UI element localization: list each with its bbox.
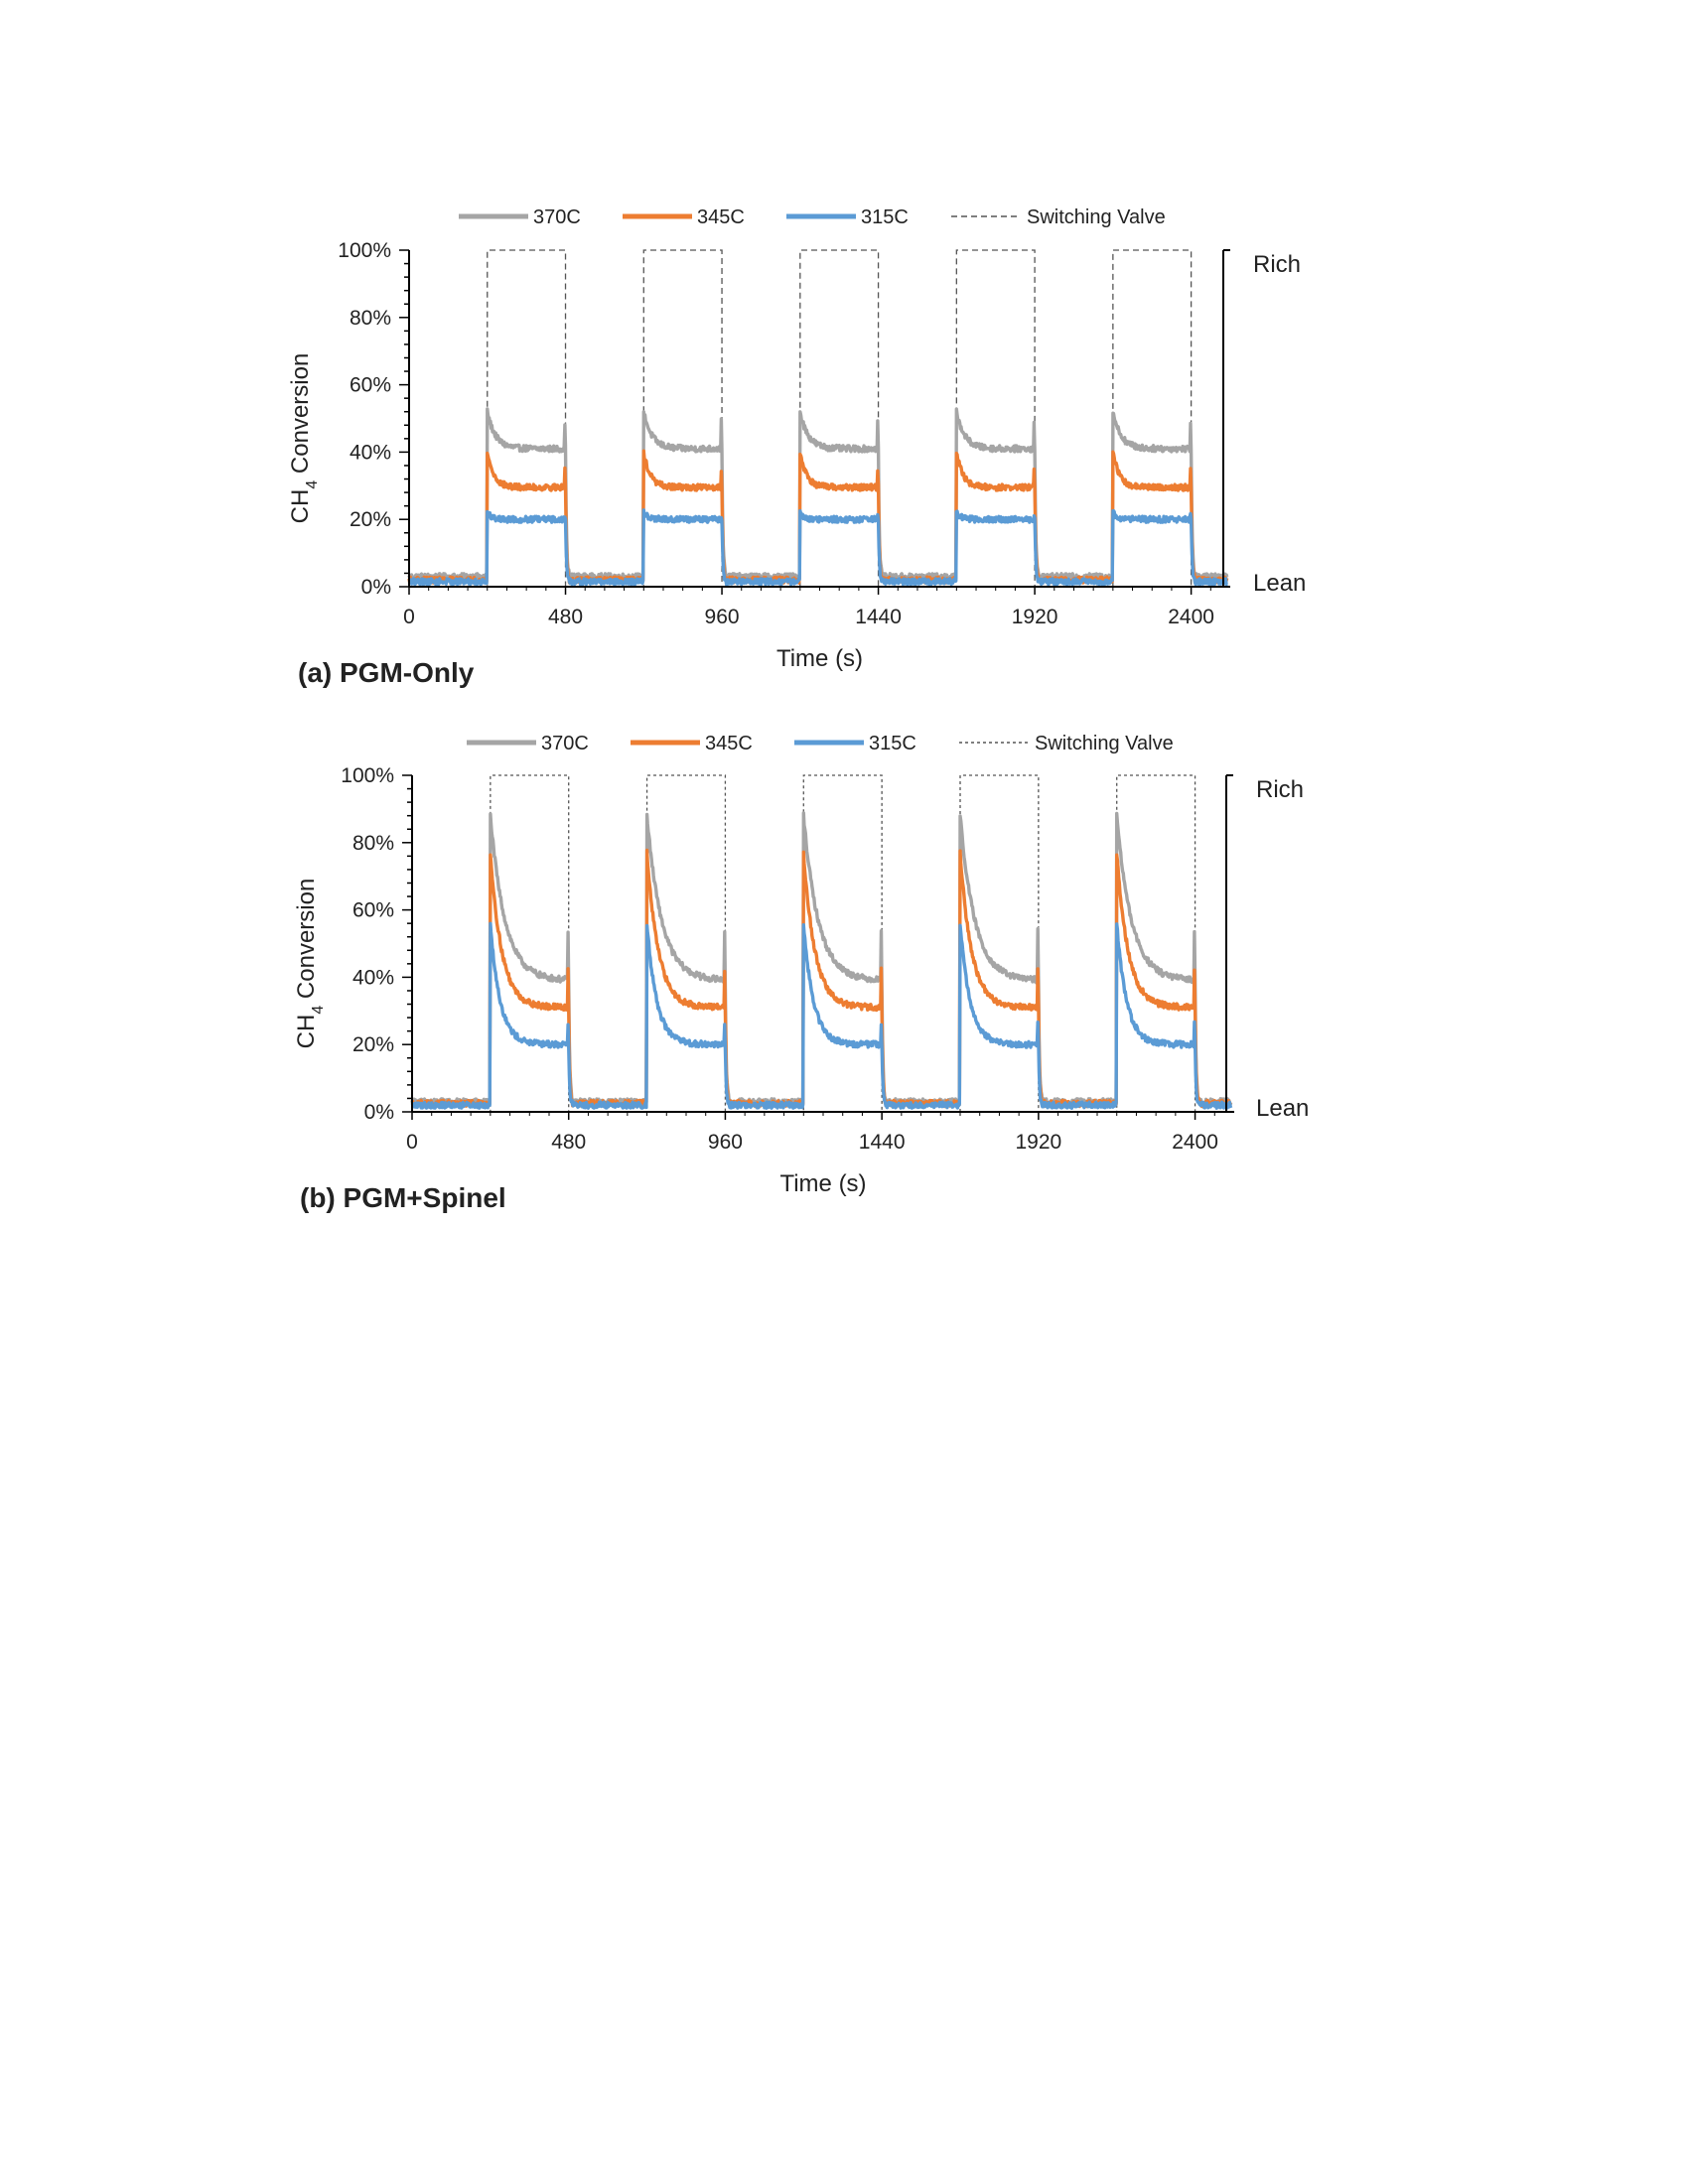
y-tick-label: 40% bbox=[352, 966, 394, 989]
y-tick-label: 20% bbox=[350, 508, 391, 531]
switching-valve-line bbox=[409, 249, 1230, 588]
x-axis-title: Time (s) bbox=[776, 645, 863, 672]
legend-label-370c: 370C bbox=[533, 206, 581, 228]
y-tick-label: 40% bbox=[350, 441, 391, 464]
x-tick-label: 2400 bbox=[1172, 1131, 1218, 1154]
y-tick-label: 100% bbox=[341, 764, 394, 787]
legend-label-315c: 315C bbox=[861, 206, 909, 228]
x-tick-label: 1440 bbox=[855, 606, 902, 628]
panel-caption: (a) PGM-Only bbox=[298, 657, 475, 688]
legend-label-switching-valve: Switching Valve bbox=[1027, 206, 1166, 228]
y-tick-label: 80% bbox=[350, 307, 391, 330]
y-tick-label: 100% bbox=[338, 239, 391, 262]
x-tick-label: 1920 bbox=[1012, 606, 1058, 628]
x-tick-label: 0 bbox=[406, 1131, 418, 1154]
y-tick-label: 60% bbox=[352, 899, 394, 922]
legend-label-370c: 370C bbox=[541, 733, 589, 754]
x-axis-title: Time (s) bbox=[779, 1170, 866, 1197]
x-tick-label: 480 bbox=[548, 606, 583, 628]
lean-label: Lean bbox=[1253, 570, 1306, 597]
x-tick-label: 1440 bbox=[859, 1131, 906, 1154]
legend-label-345c: 345C bbox=[697, 206, 745, 228]
chart-panel-b: 0% 20% 40% 60% 80% 100% 0 480 960 1440 1920 2400 Tim… bbox=[293, 733, 1309, 1213]
switching-valve-line bbox=[412, 774, 1234, 1113]
series-line-315c bbox=[407, 508, 1228, 587]
x-tick-label: 960 bbox=[708, 1131, 743, 1154]
series-line-345c bbox=[411, 848, 1232, 1109]
y-axis-title: CH4 Conversion bbox=[287, 353, 321, 524]
chart-panel-a: 0% 20% 40% 60% 80% 100% 0 480 960 1440 1920 2400 Tim… bbox=[287, 206, 1306, 688]
y-tick-label: 60% bbox=[350, 374, 391, 397]
legend: 370C 345C 315C Switching Valve bbox=[467, 733, 1174, 754]
series-line-370c bbox=[410, 811, 1233, 1107]
x-tick-label: 960 bbox=[705, 606, 740, 628]
legend-label-315c: 315C bbox=[869, 733, 916, 754]
x-tick-label: 0 bbox=[403, 606, 415, 628]
panel-caption: (b) PGM+Spinel bbox=[300, 1182, 506, 1213]
lean-label: Lean bbox=[1256, 1095, 1309, 1122]
y-tick-label: 80% bbox=[352, 832, 394, 855]
series-line-315c bbox=[410, 921, 1233, 1111]
x-tick-label: 1920 bbox=[1015, 1131, 1061, 1154]
rich-label: Rich bbox=[1256, 776, 1304, 803]
y-tick-label: 20% bbox=[352, 1033, 394, 1056]
y-tick-label: 0% bbox=[361, 576, 391, 599]
legend: 370C 345C 315C Switching Valve bbox=[459, 206, 1166, 228]
y-tick-label: 0% bbox=[364, 1101, 394, 1124]
legend-label-switching-valve: Switching Valve bbox=[1035, 733, 1174, 754]
legend-label-345c: 345C bbox=[705, 733, 753, 754]
x-tick-label: 480 bbox=[551, 1131, 586, 1154]
series-line-370c bbox=[407, 407, 1229, 582]
y-axis-title: CH4 Conversion bbox=[293, 879, 327, 1049]
x-tick-label: 2400 bbox=[1168, 606, 1214, 628]
rich-label: Rich bbox=[1253, 251, 1301, 278]
